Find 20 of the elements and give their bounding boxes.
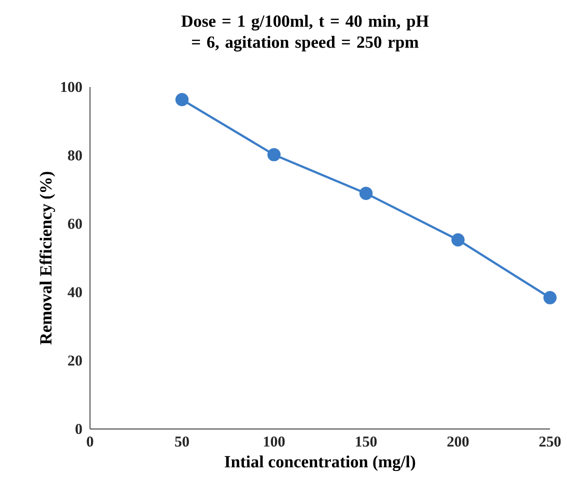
y-tick-label: 20 bbox=[68, 356, 82, 366]
point bbox=[175, 93, 189, 106]
x-tick-label: 150 bbox=[356, 436, 377, 447]
y-axis-title: Removal Efficiency (%) bbox=[39, 172, 56, 345]
chart-title: Dose = 1 g/100ml, t = 40 min, pH = 6, agitation speed = 250 rpm bbox=[181, 14, 429, 52]
point bbox=[267, 148, 281, 162]
y-tick-label: 0 bbox=[76, 424, 82, 434]
y-tick-label: 60 bbox=[68, 218, 82, 229]
x-tick-label: 200 bbox=[447, 436, 469, 447]
x-tick-label: 0 bbox=[86, 436, 94, 447]
point bbox=[451, 233, 465, 246]
point bbox=[359, 186, 373, 200]
point bbox=[543, 291, 557, 304]
y-tick-label: 80 bbox=[68, 150, 82, 160]
y-tick-label: 100 bbox=[61, 82, 82, 92]
x-tick-label: 100 bbox=[264, 436, 285, 447]
x-tick-label: 250 bbox=[539, 436, 561, 447]
x-tick-label: 50 bbox=[175, 436, 189, 447]
y-tick-label: 40 bbox=[68, 287, 82, 298]
x-axis-title: Intial concentration (mg/l) bbox=[224, 456, 416, 472]
